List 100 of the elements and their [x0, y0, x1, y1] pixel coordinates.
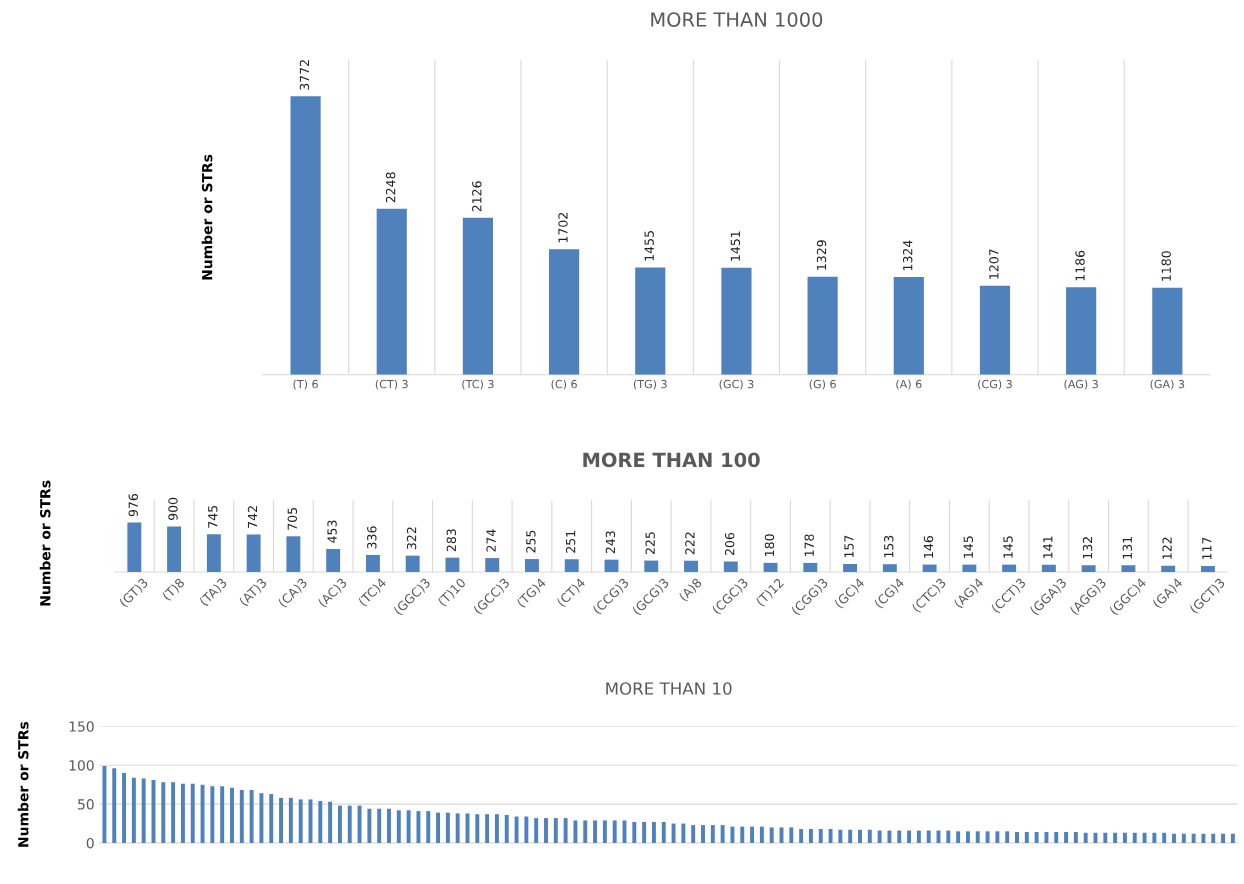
- bar: [534, 818, 539, 843]
- x-tick-label: (TC) 3: [462, 379, 494, 390]
- bar: [514, 816, 519, 843]
- bar: [740, 826, 745, 843]
- bar: [1034, 832, 1039, 843]
- bar: [962, 564, 977, 572]
- data-label: 900: [168, 497, 178, 521]
- x-tick-label: (G) 6: [809, 379, 836, 390]
- bar: [112, 768, 117, 843]
- bar: [122, 772, 127, 843]
- data-label: 255: [526, 530, 536, 553]
- bar: [843, 564, 858, 572]
- data-label: 206: [724, 532, 735, 556]
- bar: [246, 534, 261, 572]
- bar: [807, 276, 838, 375]
- y-axis-title: Number or STRs: [39, 480, 51, 606]
- data-label: 1186: [1075, 250, 1085, 281]
- bar: [604, 559, 619, 572]
- bar: [405, 555, 420, 572]
- bar: [1081, 565, 1096, 572]
- data-label: 274: [486, 529, 496, 552]
- bar: [926, 830, 931, 843]
- bar: [965, 831, 970, 843]
- bar: [1132, 832, 1137, 843]
- data-label: 153: [884, 535, 894, 558]
- bar: [239, 790, 244, 843]
- bar: [290, 96, 321, 375]
- data-label: 131: [1122, 537, 1133, 559]
- bar: [200, 784, 205, 843]
- bar: [1161, 565, 1176, 572]
- x-tick-label: (CT) 3: [375, 379, 408, 390]
- bar: [818, 828, 823, 843]
- chart-title: MORE THAN 10: [606, 682, 732, 695]
- bar: [563, 818, 568, 843]
- bar: [691, 825, 696, 843]
- bar: [416, 811, 421, 843]
- bar: [1103, 832, 1108, 843]
- x-tick-label: (T) 6: [293, 379, 318, 390]
- bar: [549, 249, 580, 375]
- bar: [288, 797, 293, 843]
- bar: [946, 830, 951, 843]
- data-label: 180: [764, 534, 775, 556]
- x-tick-label: (CG) 3: [978, 379, 1012, 390]
- bar: [553, 818, 558, 843]
- bar: [721, 267, 752, 375]
- bar: [206, 534, 221, 572]
- bar: [1121, 565, 1136, 572]
- bar: [367, 808, 372, 843]
- bar: [583, 820, 588, 843]
- bar: [269, 793, 274, 843]
- bar: [564, 559, 579, 572]
- bar: [1172, 833, 1176, 843]
- data-label: 122: [1162, 537, 1172, 559]
- bar: [789, 827, 794, 843]
- bar: [1162, 832, 1167, 843]
- bar: [190, 783, 195, 843]
- data-label: 157: [844, 535, 854, 558]
- bar: [1064, 832, 1069, 843]
- bar: [651, 821, 656, 843]
- bar: [759, 826, 764, 843]
- bar: [1191, 833, 1196, 843]
- bar: [1142, 832, 1147, 843]
- data-label: 1702: [558, 213, 568, 243]
- data-label: 336: [367, 526, 377, 549]
- bar: [838, 829, 843, 843]
- bar: [897, 830, 902, 843]
- bar: [1073, 832, 1078, 843]
- bar: [975, 831, 980, 843]
- bar: [661, 821, 666, 843]
- bar: [131, 777, 136, 843]
- bar: [485, 558, 500, 572]
- data-label: 141: [1043, 536, 1053, 558]
- bar: [1211, 833, 1216, 843]
- bar: [701, 825, 705, 843]
- bar: [377, 808, 382, 843]
- bar: [180, 783, 185, 843]
- bar: [995, 831, 1000, 843]
- data-label: 283: [446, 529, 457, 552]
- bar: [750, 826, 755, 843]
- bar: [445, 557, 460, 572]
- bar: [1005, 831, 1010, 843]
- bar: [220, 786, 225, 843]
- bar: [475, 814, 480, 843]
- bar: [357, 805, 362, 843]
- bar: [494, 814, 499, 843]
- bar: [922, 564, 937, 572]
- bar: [799, 828, 804, 843]
- bar: [893, 277, 924, 375]
- bar: [1066, 287, 1097, 375]
- bar: [1181, 833, 1186, 843]
- bar: [635, 267, 666, 375]
- bar: [769, 827, 774, 843]
- bar: [1083, 832, 1088, 843]
- data-label: 2248: [385, 172, 396, 203]
- bar: [828, 828, 833, 843]
- data-label: 1451: [730, 231, 741, 261]
- data-label: 1324: [902, 240, 913, 271]
- bar: [808, 828, 813, 843]
- bar: [671, 823, 676, 843]
- bar: [907, 830, 912, 843]
